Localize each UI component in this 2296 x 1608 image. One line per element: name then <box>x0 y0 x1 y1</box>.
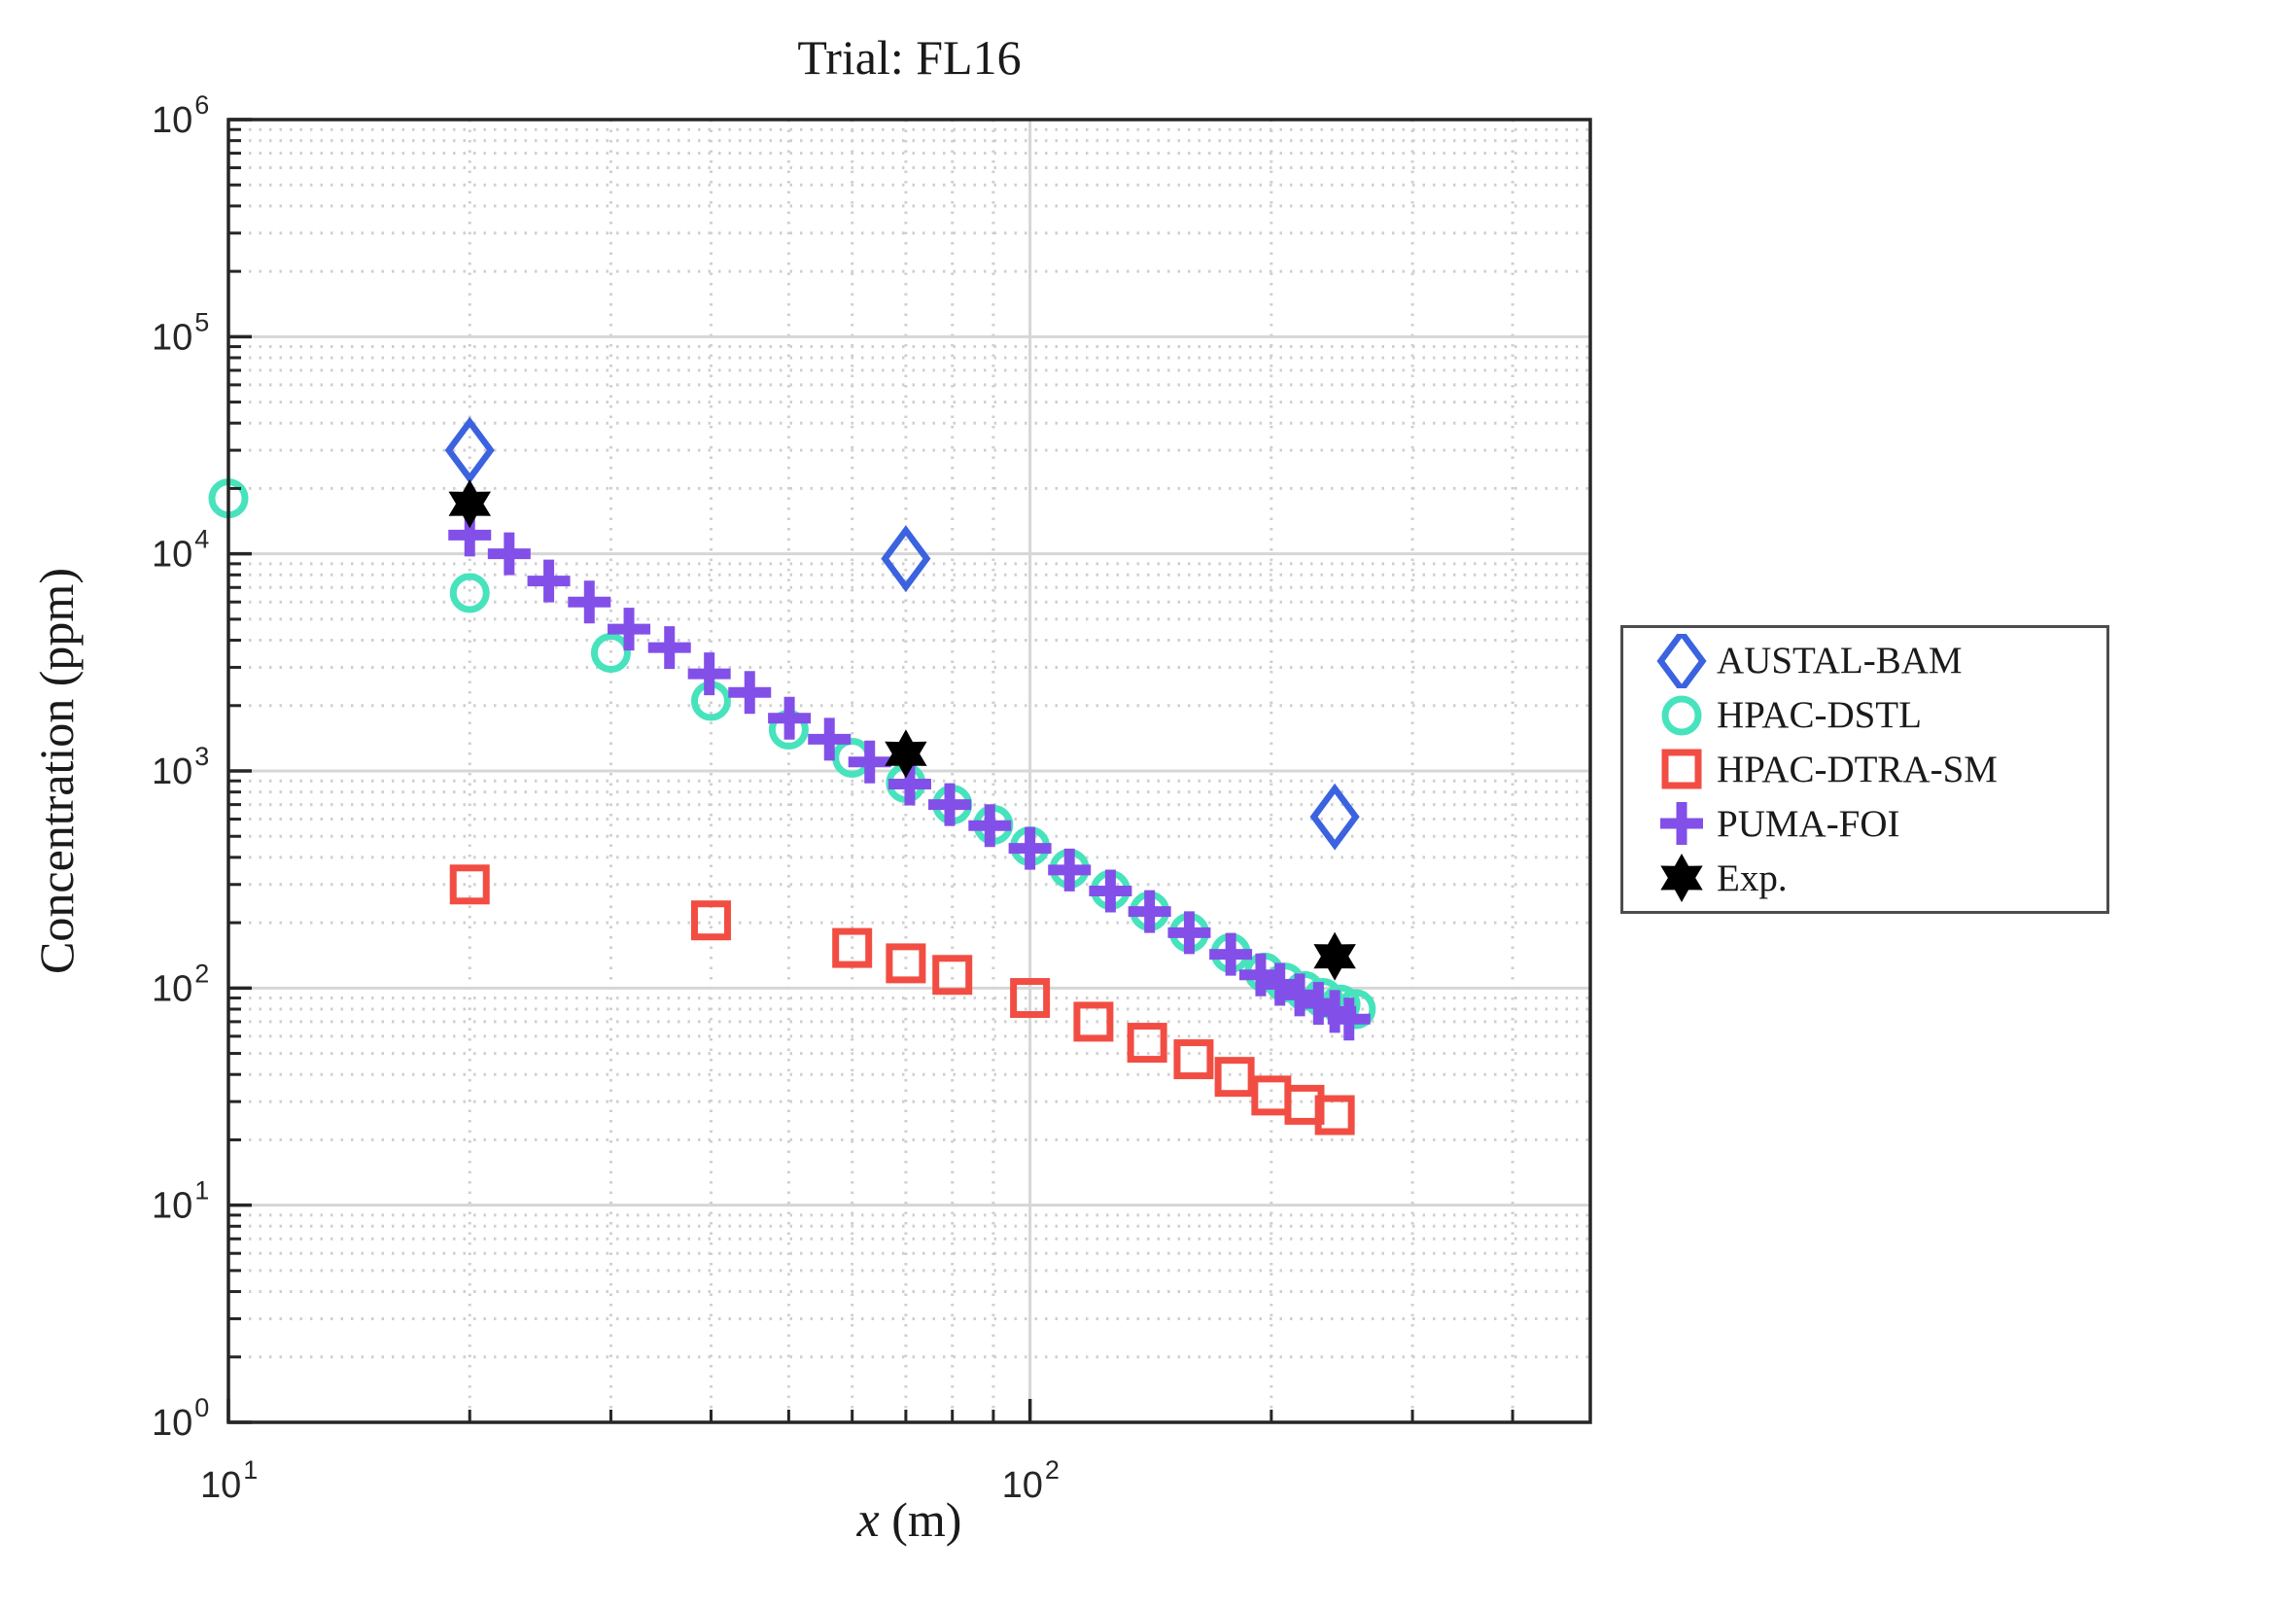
y-tick-label: 103 <box>152 742 209 792</box>
hexagram-marker <box>1660 854 1703 903</box>
y-tick-label: 102 <box>152 959 209 1009</box>
diamond-marker <box>444 416 495 484</box>
circle-marker <box>449 573 490 613</box>
plus-marker <box>1167 911 1211 955</box>
y-axis-label: Concentration (ppm) <box>29 568 84 974</box>
series-puma-foi <box>448 513 1371 1041</box>
plus-marker <box>768 696 812 740</box>
legend-box: AUSTAL-BAM HPAC-DSTL HPAC-DTRA-SM PUMA-FOI E… <box>1620 625 2109 914</box>
y-tick-label: 100 <box>152 1393 209 1444</box>
plus-marker <box>968 804 1012 848</box>
square-marker <box>1214 1057 1255 1098</box>
plus-marker <box>1048 848 1092 891</box>
plus-marker <box>848 740 891 784</box>
diamond-marker <box>881 525 931 593</box>
plus-marker <box>928 783 972 826</box>
square-marker <box>690 900 731 941</box>
plus-marker <box>1209 932 1253 976</box>
square-marker <box>932 955 973 996</box>
square-marker <box>832 927 873 968</box>
plus-marker <box>1089 869 1132 913</box>
x-axis-label: x (m) <box>228 1491 1590 1549</box>
plus-marker <box>487 532 531 576</box>
square-marker <box>1127 1023 1167 1064</box>
legend-item: Exp. <box>1623 852 2106 904</box>
diamond-marker <box>1656 633 1707 688</box>
x-tick-label: 101 <box>200 1455 258 1506</box>
hexagram-marker <box>1313 931 1356 981</box>
x-axis-label-unit: (m) <box>879 1492 962 1547</box>
y-tick-label: 105 <box>152 307 209 358</box>
square-marker <box>1251 1075 1292 1116</box>
plus-marker <box>728 671 772 715</box>
legend-label: Exp. <box>1717 856 1788 899</box>
series-austal-bam <box>444 416 1360 851</box>
square-marker <box>1073 1001 1114 1042</box>
hexagram-marker <box>448 479 491 529</box>
plus-marker-icon <box>1660 802 1703 846</box>
hexagram-marker-icon <box>1660 854 1703 903</box>
circle-marker <box>590 632 631 673</box>
plus-marker <box>1128 890 1171 933</box>
square-marker <box>1661 749 1702 789</box>
plus-marker <box>808 717 852 761</box>
plus-marker <box>687 652 731 696</box>
plus-marker <box>1327 997 1371 1041</box>
square-marker <box>449 864 490 905</box>
plus-marker <box>1660 802 1703 846</box>
square-marker <box>1010 978 1051 1019</box>
legend-label: HPAC-DSTL <box>1717 694 1922 737</box>
square-marker <box>1314 1095 1355 1136</box>
legend-item: HPAC-DSTL <box>1623 689 2106 742</box>
legend-label: HPAC-DTRA-SM <box>1717 748 1998 790</box>
y-tick-label: 104 <box>152 525 209 576</box>
legend-item: HPAC-DTRA-SM <box>1623 743 2106 795</box>
legend-label: AUSTAL-BAM <box>1717 640 1963 682</box>
square-marker <box>1173 1039 1214 1080</box>
axes <box>226 118 1592 1424</box>
y-tick-label: 101 <box>152 1176 209 1227</box>
plus-marker <box>1008 826 1052 870</box>
diamond-marker-icon <box>1656 633 1707 688</box>
circle-marker-icon <box>1661 695 1702 736</box>
x-tick-label: 102 <box>1002 1455 1060 1506</box>
legend-label: PUMA-FOI <box>1717 802 1900 845</box>
legend-item: AUSTAL-BAM <box>1623 633 2106 688</box>
x-axis-label-variable: x <box>856 1492 880 1548</box>
plus-marker <box>647 626 691 670</box>
y-tick-label: 106 <box>152 90 209 141</box>
hexagram-marker <box>885 729 927 779</box>
circle-marker <box>1661 695 1702 736</box>
series-hpac-dtra-sm <box>449 864 1355 1136</box>
series-exp- <box>448 479 1356 981</box>
plus-marker <box>608 608 651 651</box>
legend-item: PUMA-FOI <box>1623 797 2106 850</box>
square-marker-icon <box>1661 749 1702 789</box>
square-marker <box>886 943 926 984</box>
diamond-marker <box>1309 783 1360 851</box>
chart-title: Trial: FL16 <box>797 30 1022 85</box>
plus-marker <box>527 559 571 603</box>
plus-marker <box>568 580 611 624</box>
